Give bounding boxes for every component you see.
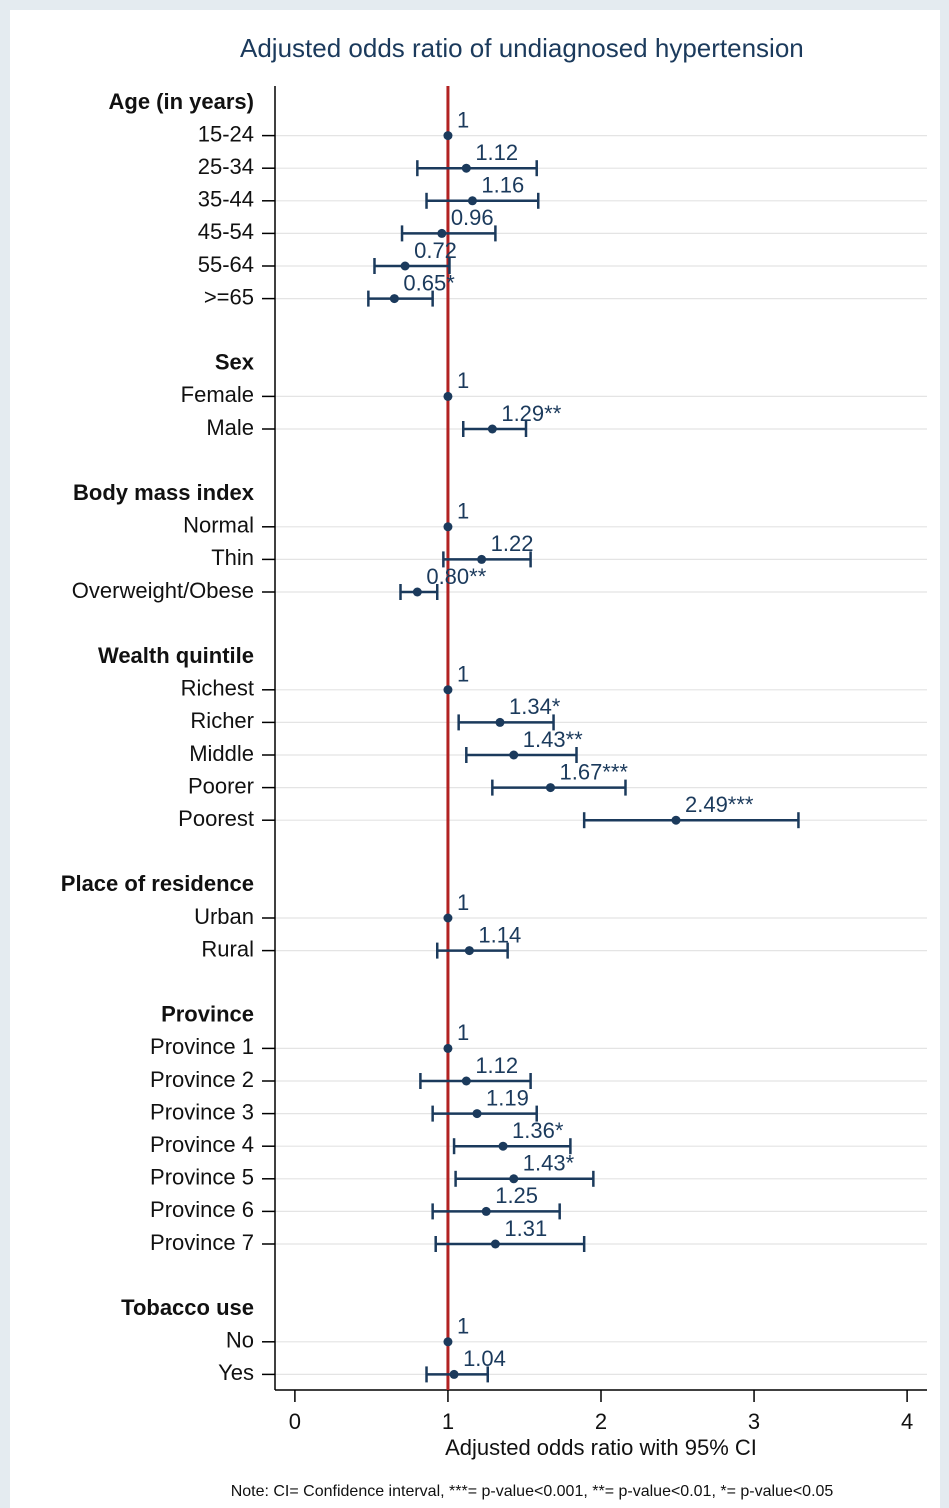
- value-label: 0.65*: [403, 270, 455, 295]
- y-tick-label: Richer: [190, 708, 254, 733]
- point: [400, 261, 410, 271]
- point: [443, 685, 453, 695]
- point: [481, 1206, 491, 1216]
- point: [487, 424, 497, 434]
- group-header: Age (in years): [109, 89, 255, 114]
- group-header: Sex: [215, 350, 255, 375]
- value-label: 1: [457, 368, 469, 393]
- point: [443, 131, 453, 141]
- value-label: 1.12: [475, 1053, 518, 1078]
- value-label: 1.16: [481, 173, 524, 198]
- value-label: 1.04: [463, 1346, 506, 1371]
- point: [461, 1076, 471, 1086]
- value-label: 0.80**: [426, 564, 486, 589]
- value-label: 1.43*: [523, 1151, 575, 1176]
- value-label: 1.34*: [509, 694, 561, 719]
- value-label: 1.12: [475, 140, 518, 165]
- group-header: Province: [161, 1002, 254, 1027]
- y-tick-label: Poorer: [188, 773, 254, 798]
- chart-background: [10, 10, 940, 1508]
- y-tick-label: Province 2: [150, 1067, 254, 1092]
- y-tick-label: Middle: [189, 741, 254, 766]
- y-tick-label: Province 1: [150, 1034, 254, 1059]
- group-header: Tobacco use: [121, 1295, 254, 1320]
- point: [449, 1369, 459, 1379]
- point: [490, 1239, 500, 1249]
- y-tick-label: Province 4: [150, 1132, 254, 1157]
- y-tick-label: 55-64: [198, 252, 254, 277]
- y-tick-label: 35-44: [198, 187, 254, 212]
- group-header: Body mass index: [73, 480, 255, 505]
- y-tick-label: >=65: [204, 284, 254, 309]
- value-label: 1: [457, 1314, 469, 1339]
- point: [412, 587, 422, 597]
- y-tick-label: Rural: [201, 936, 254, 961]
- value-label: 0.72: [414, 238, 457, 263]
- value-label: 1.36*: [512, 1118, 564, 1143]
- value-label: 1.29**: [501, 401, 561, 426]
- y-tick-label: Richest: [181, 676, 254, 701]
- y-tick-label: Yes: [218, 1360, 254, 1385]
- point: [443, 1043, 453, 1053]
- point: [472, 1109, 482, 1119]
- point: [509, 1174, 519, 1184]
- y-tick-label: Overweight/Obese: [72, 578, 254, 603]
- y-tick-label: 25-34: [198, 154, 254, 179]
- value-label: 1.19: [486, 1085, 529, 1110]
- y-tick-label: Normal: [183, 513, 254, 538]
- x-tick-label: 0: [289, 1409, 301, 1434]
- point: [443, 522, 453, 532]
- y-tick-label: Province 7: [150, 1230, 254, 1255]
- point: [467, 196, 477, 206]
- value-label: 1.22: [491, 531, 534, 556]
- value-label: 1: [457, 499, 469, 524]
- point: [461, 163, 471, 173]
- y-tick-label: Male: [206, 415, 254, 440]
- y-tick-label: 15-24: [198, 121, 254, 146]
- point: [671, 815, 681, 825]
- point: [545, 783, 555, 793]
- point: [509, 750, 519, 760]
- point: [443, 1337, 453, 1347]
- point: [477, 554, 487, 564]
- y-tick-label: No: [226, 1328, 254, 1353]
- group-header: Place of residence: [61, 871, 254, 896]
- point: [443, 913, 453, 923]
- point: [437, 228, 447, 238]
- value-label: 1: [457, 1020, 469, 1045]
- value-label: 1.43**: [523, 727, 583, 752]
- x-axis-label: Adjusted odds ratio with 95% CI: [445, 1435, 757, 1460]
- value-label: 2.49***: [685, 792, 754, 817]
- point: [443, 391, 453, 401]
- y-tick-label: Province 5: [150, 1165, 254, 1190]
- point: [464, 946, 474, 956]
- chart-title: Adjusted odds ratio of undiagnosed hyper…: [240, 33, 804, 63]
- point: [495, 717, 505, 727]
- x-tick-label: 3: [748, 1409, 760, 1434]
- y-tick-label: Female: [181, 382, 254, 407]
- value-label: 1: [457, 890, 469, 915]
- x-tick-label: 1: [442, 1409, 454, 1434]
- y-tick-label: 45-54: [198, 219, 254, 244]
- point: [389, 294, 399, 304]
- y-tick-label: Thin: [211, 545, 254, 570]
- value-label: 1: [457, 107, 469, 132]
- x-tick-label: 4: [901, 1409, 913, 1434]
- note: Note: CI= Confidence interval, ***= p-va…: [231, 1483, 834, 1500]
- y-tick-label: Province 6: [150, 1197, 254, 1222]
- group-header: Wealth quintile: [98, 643, 254, 668]
- value-label: 0.96: [451, 205, 494, 230]
- value-label: 1.67***: [559, 759, 628, 784]
- y-tick-label: Province 3: [150, 1099, 254, 1124]
- value-label: 1: [457, 662, 469, 687]
- value-label: 1.31: [504, 1216, 547, 1241]
- value-label: 1.14: [478, 922, 521, 947]
- y-tick-label: Poorest: [178, 806, 254, 831]
- point: [498, 1141, 508, 1151]
- y-tick-label: Urban: [194, 904, 254, 929]
- value-label: 1.25: [495, 1183, 538, 1208]
- x-tick-label: 2: [595, 1409, 607, 1434]
